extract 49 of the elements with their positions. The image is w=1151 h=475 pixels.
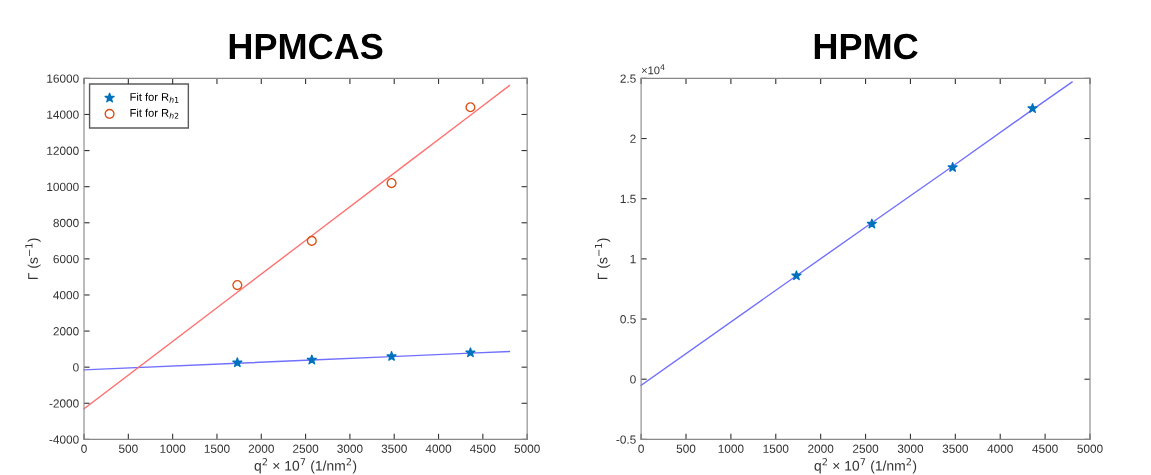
y-tick-label: 16000	[47, 74, 79, 83]
x-tick-label: 4000	[425, 444, 452, 453]
x-tick-label: 0	[638, 444, 644, 453]
x-tick-label: 3000	[337, 444, 363, 453]
x-tick-label: 1000	[718, 444, 744, 453]
x-tick-label: 3000	[897, 444, 924, 453]
y-axis-title: Γ (s$^{−1}$)	[594, 238, 611, 280]
x-tick-label: 5000	[514, 444, 540, 453]
y-tick-label: 12000	[47, 146, 79, 155]
chart-title: HPMC	[814, 33, 918, 60]
y-tick-label: 1.5	[620, 194, 636, 204]
y-tick-label: 14000	[47, 110, 79, 119]
chart-title: HPMCAS	[229, 33, 383, 60]
y-tick-label: 4000	[53, 291, 79, 300]
x-tick-label: 1500	[204, 444, 230, 453]
x-tick-label: 500	[676, 444, 696, 453]
y-tick-label: 10000	[47, 182, 79, 192]
y-tick-label: 2000	[53, 327, 79, 336]
y-tick-label: -4000	[49, 435, 79, 444]
x-tick-label: 3500	[381, 444, 407, 453]
y-tick-label: 2	[630, 134, 636, 143]
x-tick-label: 1500	[763, 444, 789, 453]
y-axis-title: Γ (s$^{−1}$)	[25, 238, 41, 280]
x-tick-label: 2500	[293, 444, 319, 453]
y-tick-label: 2.5	[620, 74, 636, 83]
y-tick-label: 8000	[53, 218, 79, 228]
y-tick-label: 0	[630, 375, 636, 384]
x-tick-label: 4500	[469, 444, 496, 453]
y-tick-label: -0.5	[616, 435, 636, 444]
legend-label: Fit for R$_{h1}$	[130, 92, 179, 103]
y-tick-label: -2000	[49, 399, 79, 408]
text: ×10$^{4}$	[641, 64, 665, 75]
x-tick-label: 1000	[160, 444, 186, 453]
x-axis-title: q$^{2}$ × 10$^{7}$ (1/nm$^{2}$)	[814, 458, 917, 474]
x-tick-label: 0	[81, 444, 87, 453]
x-tick-label: 4500	[1032, 444, 1058, 453]
x-tick-label: 3500	[942, 444, 968, 453]
x-tick-label: 500	[118, 444, 138, 453]
y-tick-label: 0.5	[620, 315, 636, 324]
x-tick-label: 4000	[987, 444, 1013, 453]
y-tick-label: 1	[630, 255, 636, 264]
x-tick-label: 2000	[248, 444, 274, 453]
y-tick-label: 6000	[53, 254, 79, 264]
x-axis-title: q$^{2}$ × 10$^{7}$ (1/nm$^{2}$)	[254, 458, 357, 474]
x-tick-label: 2000	[808, 444, 834, 453]
x-tick-label: 2500	[853, 444, 879, 453]
x-tick-label: 5000	[1077, 444, 1103, 453]
y-tick-label: 0	[73, 363, 79, 372]
legend-label: Fit for R$_{h2}$	[130, 108, 179, 119]
